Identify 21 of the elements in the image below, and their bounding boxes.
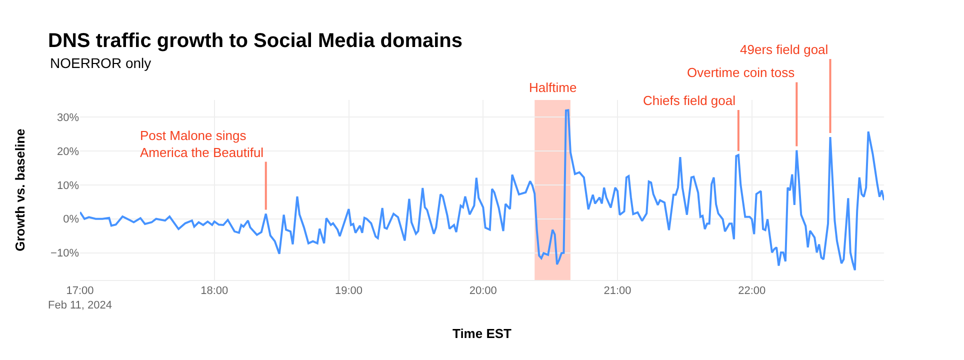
x-tick-label: 17:00 Feb 11, 2024: [48, 285, 112, 312]
chart-subtitle: NOERROR only: [50, 55, 152, 71]
x-axis-title: Time EST: [452, 326, 512, 342]
y-tick-label: −10%: [50, 248, 80, 260]
x-tick-label: 22:00: [738, 285, 766, 298]
band-label: Halftime: [529, 80, 577, 95]
y-tick-label: 20%: [56, 146, 80, 158]
x-tick-label: 20:00: [469, 285, 497, 298]
line-series: [80, 109, 884, 272]
annotation: Post Malone sings America the Beautiful: [140, 128, 264, 160]
x-tick-label: 18:00: [200, 285, 228, 298]
chart-title: DNS traffic growth to Social Media domains: [48, 30, 462, 52]
x-tick-label: 19:00: [334, 285, 363, 298]
annotation: Overtime coin toss: [687, 65, 796, 80]
annotation: Chiefs field goal: [643, 93, 736, 108]
x-tick-label: 21:00: [604, 285, 632, 298]
y-tick-label: 0%: [63, 214, 80, 226]
y-tick-label: 30%: [56, 112, 80, 124]
y-axis-title: Growth vs. baseline: [12, 128, 28, 252]
y-tick-label: 10%: [56, 180, 80, 192]
annotation: 49ers field goal: [740, 42, 828, 57]
